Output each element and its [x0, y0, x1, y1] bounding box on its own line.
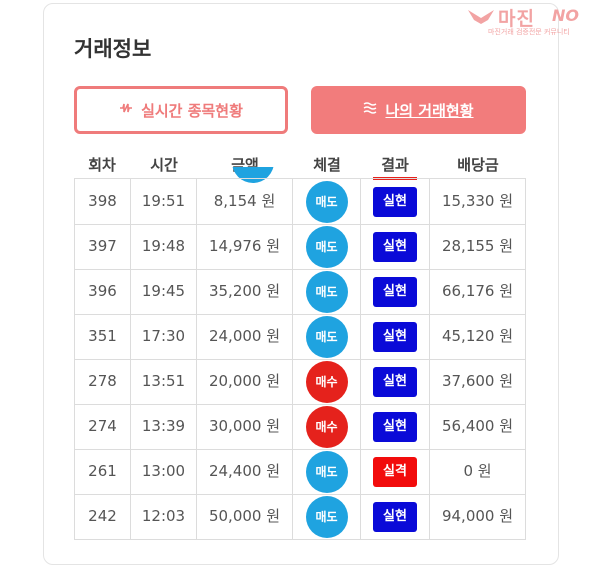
trade-badge: 매도	[305, 226, 348, 268]
tab-live-label: 실시간 종목현황	[141, 101, 243, 120]
cell-payout: 94,000 원	[430, 494, 526, 539]
trade-badge: 매도	[305, 181, 348, 223]
cell-time: 13:51	[131, 359, 197, 404]
result-badge: 실현	[373, 321, 417, 352]
cell-amount: 30,000 원	[197, 404, 293, 449]
cell-round: 261	[74, 449, 131, 494]
pulse-icon	[119, 101, 133, 119]
scrolled-trade-badge	[232, 167, 274, 187]
trade-badge: 매도	[305, 271, 348, 313]
cell-amount: 24,400 원	[197, 449, 293, 494]
cell-amount: 35,200 원	[197, 269, 293, 314]
cell-payout: 28,155 원	[430, 224, 526, 269]
table-row: 242 12:03 50,000 원 매도 실현 94,000 원	[74, 494, 526, 540]
page-title: 거래정보	[74, 37, 152, 61]
cell-round: 278	[74, 359, 131, 404]
table-row: 274 13:39 30,000 원 매수 실현 56,400 원	[74, 404, 526, 450]
table-row: 278 13:51 20,000 원 매수 실현 37,600 원	[74, 359, 526, 405]
cell-payout: 37,600 원	[430, 359, 526, 404]
cell-payout: 45,120 원	[430, 314, 526, 359]
cell-time: 13:00	[131, 449, 197, 494]
col-trade: 체결	[313, 156, 341, 174]
result-badge: 실격	[373, 456, 417, 487]
cell-time: 13:39	[131, 404, 197, 449]
cell-round: 242	[74, 494, 131, 539]
trade-table-body[interactable]: 398 19:51 8,154 원 매도 실현 15,330 원 397 19:…	[74, 178, 526, 546]
col-payout: 배당금	[457, 156, 499, 174]
col-result: 결과	[381, 156, 409, 174]
cell-amount: 20,000 원	[197, 359, 293, 404]
logo-suffix: NO	[552, 6, 579, 25]
result-badge: 실현	[373, 186, 417, 217]
table-header: 회차 시간 금액 체결 결과 배당금	[74, 150, 526, 178]
eagle-icon	[468, 10, 494, 24]
result-badge: 실현	[373, 231, 417, 262]
cell-round: 398	[74, 179, 131, 224]
cell-amount: 50,000 원	[197, 494, 293, 539]
tab-my-trades[interactable]: 나의 거래현황	[311, 86, 526, 134]
result-badge: 실현	[373, 276, 417, 307]
cell-time: 19:45	[131, 269, 197, 314]
cell-round: 351	[74, 314, 131, 359]
result-badge: 실현	[373, 501, 417, 532]
table-row: 396 19:45 35,200 원 매도 실현 66,176 원	[74, 269, 526, 315]
trade-badge: 매수	[305, 406, 348, 448]
tab-live-status[interactable]: 실시간 종목현황	[74, 86, 288, 134]
cell-payout: 15,330 원	[430, 179, 526, 224]
tab-mine-label: 나의 거래현황	[385, 101, 474, 120]
cell-payout: 56,400 원	[430, 404, 526, 449]
cell-payout: 66,176 원	[430, 269, 526, 314]
col-round: 회차	[88, 156, 116, 174]
cell-time: 12:03	[131, 494, 197, 539]
table-row: 398 19:51 8,154 원 매도 실현 15,330 원	[74, 179, 526, 225]
table-row: 397 19:48 14,976 원 매도 실현 28,155 원	[74, 224, 526, 270]
cell-time: 19:51	[131, 179, 197, 224]
waves-icon	[363, 102, 377, 118]
cell-round: 274	[74, 404, 131, 449]
cell-round: 397	[74, 224, 131, 269]
trade-badge: 매도	[305, 451, 348, 493]
logo-text: 마진	[498, 8, 535, 30]
logo-subtitle: 마진거래 검증전문 커뮤니티	[488, 28, 570, 36]
table-row: 261 13:00 24,400 원 매도 실격 0 원	[74, 449, 526, 495]
cell-time: 19:48	[131, 224, 197, 269]
result-badge: 실현	[373, 366, 417, 397]
cell-time: 17:30	[131, 314, 197, 359]
site-logo: 마진 NO 마진거래 검증전문 커뮤니티	[466, 4, 592, 38]
cell-amount: 24,000 원	[197, 314, 293, 359]
cell-amount: 14,976 원	[197, 224, 293, 269]
trade-badge: 매수	[305, 361, 348, 403]
table-row: 351 17:30 24,000 원 매도 실현 45,120 원	[74, 314, 526, 360]
cell-amount: 8,154 원	[197, 179, 293, 224]
trade-badge: 매도	[305, 496, 348, 538]
result-badge: 실현	[373, 411, 417, 442]
trade-badge: 매도	[305, 316, 348, 358]
col-time: 시간	[150, 156, 178, 174]
cell-round: 396	[74, 269, 131, 314]
cell-payout: 0 원	[430, 449, 526, 494]
